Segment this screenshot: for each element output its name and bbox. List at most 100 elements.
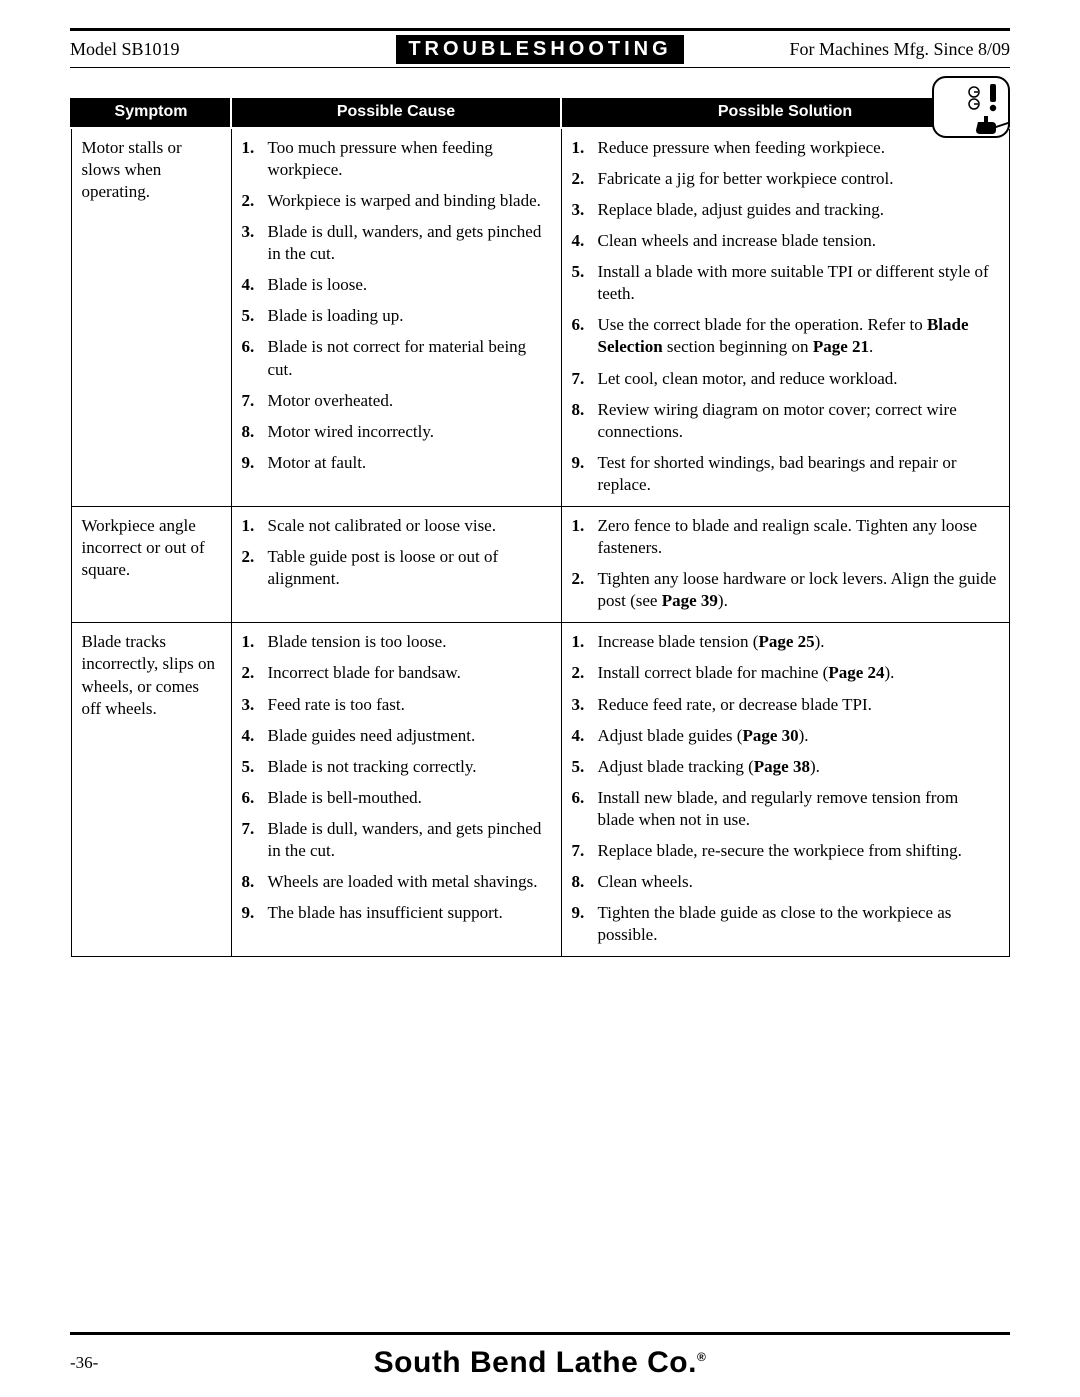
list-text: Blade is loose. bbox=[268, 274, 551, 296]
list-number: 4. bbox=[572, 230, 598, 252]
list-text: Blade tension is too loose. bbox=[268, 631, 551, 653]
list-text: Motor wired incorrectly. bbox=[268, 421, 551, 443]
list-number: 7. bbox=[572, 840, 598, 862]
list-text: Test for shorted windings, bad bearings … bbox=[598, 452, 999, 496]
list-item: 3.Reduce feed rate, or decrease blade TP… bbox=[572, 694, 999, 716]
list-item: 3.Replace blade, adjust guides and track… bbox=[572, 199, 999, 221]
list-text: The blade has insufficient support. bbox=[268, 902, 551, 924]
list-text: Review wiring diagram on motor cover; co… bbox=[598, 399, 999, 443]
list-item: 9.Motor at fault. bbox=[242, 452, 551, 474]
list-text: Blade is not correct for material being … bbox=[268, 336, 551, 380]
list-text: Zero fence to blade and realign scale. T… bbox=[598, 515, 999, 559]
list-item: 1.Blade tension is too loose. bbox=[242, 631, 551, 653]
list-item: 4.Blade guides need adjustment. bbox=[242, 725, 551, 747]
list-number: 6. bbox=[242, 336, 268, 358]
brand-name: South Bend Lathe Co.® bbox=[70, 1346, 1010, 1380]
list-number: 7. bbox=[242, 818, 268, 840]
list-item: 6.Blade is bell-mouthed. bbox=[242, 787, 551, 809]
list-number: 9. bbox=[242, 902, 268, 924]
list-number: 3. bbox=[242, 694, 268, 716]
list-number: 2. bbox=[572, 568, 598, 590]
list-number: 1. bbox=[242, 137, 268, 159]
section-tab-icon bbox=[932, 76, 1010, 138]
list-number: 1. bbox=[242, 631, 268, 653]
list-item: 6.Use the correct blade for the operatio… bbox=[572, 314, 999, 358]
solution-cell: 1.Zero fence to blade and realign scale.… bbox=[561, 507, 1009, 623]
list-number: 9. bbox=[572, 902, 598, 924]
list-number: 4. bbox=[242, 274, 268, 296]
list-number: 7. bbox=[572, 368, 598, 390]
list-number: 8. bbox=[572, 399, 598, 421]
registered-mark: ® bbox=[697, 1350, 706, 1364]
list-text: Fabricate a jig for better workpiece con… bbox=[598, 168, 999, 190]
cause-cell: 1.Scale not calibrated or loose vise.2.T… bbox=[231, 507, 561, 623]
list-text: Tighten any loose hardware or lock lever… bbox=[598, 568, 999, 612]
list-text: Motor at fault. bbox=[268, 452, 551, 474]
list-number: 5. bbox=[242, 305, 268, 327]
list-item: 7.Blade is dull, wanders, and gets pinch… bbox=[242, 818, 551, 862]
list-item: 2.Install correct blade for machine (Pag… bbox=[572, 662, 999, 684]
list-text: Table guide post is loose or out of alig… bbox=[268, 546, 551, 590]
list-number: 9. bbox=[242, 452, 268, 474]
list-number: 4. bbox=[572, 725, 598, 747]
solution-cell: 1.Reduce pressure when feeding workpiece… bbox=[561, 128, 1009, 507]
list-text: Blade is bell-mouthed. bbox=[268, 787, 551, 809]
cause-cell: 1.Blade tension is too loose.2.Incorrect… bbox=[231, 623, 561, 957]
list-number: 2. bbox=[572, 168, 598, 190]
list-text: Blade is dull, wanders, and gets pinched… bbox=[268, 221, 551, 265]
list-number: 6. bbox=[572, 314, 598, 336]
list-number: 2. bbox=[242, 190, 268, 212]
list-number: 3. bbox=[572, 694, 598, 716]
list-text: Let cool, clean motor, and reduce worklo… bbox=[598, 368, 999, 390]
list-item: 8.Review wiring diagram on motor cover; … bbox=[572, 399, 999, 443]
list-text: Scale not calibrated or loose vise. bbox=[268, 515, 551, 537]
list-number: 1. bbox=[572, 631, 598, 653]
list-item: 2.Workpiece is warped and binding blade. bbox=[242, 190, 551, 212]
list-item: 1.Increase blade tension (Page 25). bbox=[572, 631, 999, 653]
list-item: 2.Fabricate a jig for better workpiece c… bbox=[572, 168, 999, 190]
list-text: Tighten the blade guide as close to the … bbox=[598, 902, 999, 946]
header-title: TROUBLESHOOTING bbox=[396, 35, 683, 64]
list-text: Use the correct blade for the operation.… bbox=[598, 314, 999, 358]
list-text: Increase blade tension (Page 25). bbox=[598, 631, 999, 653]
list-number: 5. bbox=[242, 756, 268, 778]
list-item: 6.Blade is not correct for material bein… bbox=[242, 336, 551, 380]
list-item: 7.Replace blade, re-secure the workpiece… bbox=[572, 840, 999, 862]
list-item: 2.Table guide post is loose or out of al… bbox=[242, 546, 551, 590]
col-symptom: Symptom bbox=[71, 97, 231, 128]
list-text: Feed rate is too fast. bbox=[268, 694, 551, 716]
list-text: Reduce feed rate, or decrease blade TPI. bbox=[598, 694, 999, 716]
list-number: 2. bbox=[242, 662, 268, 684]
list-text: Replace blade, re-secure the workpiece f… bbox=[598, 840, 999, 862]
list-item: 2.Tighten any loose hardware or lock lev… bbox=[572, 568, 999, 612]
list-text: Reduce pressure when feeding workpiece. bbox=[598, 137, 999, 159]
list-number: 4. bbox=[242, 725, 268, 747]
page: Model SB1019 TROUBLESHOOTING For Machine… bbox=[0, 0, 1080, 1397]
page-header: Model SB1019 TROUBLESHOOTING For Machine… bbox=[70, 28, 1010, 68]
solution-cell: 1.Increase blade tension (Page 25). 2.Ins… bbox=[561, 623, 1009, 957]
list-number: 8. bbox=[242, 871, 268, 893]
list-text: Install correct blade for machine (Page … bbox=[598, 662, 999, 684]
list-item: 9.The blade has insufficient support. bbox=[242, 902, 551, 924]
list-item: 9.Test for shorted windings, bad bearing… bbox=[572, 452, 999, 496]
page-footer: -36- South Bend Lathe Co.® bbox=[70, 1353, 1010, 1373]
list-item: 5.Adjust blade tracking (Page 38). bbox=[572, 756, 999, 778]
list-number: 5. bbox=[572, 261, 598, 283]
list-item: 5.Install a blade with more suitable TPI… bbox=[572, 261, 999, 305]
list-number: 3. bbox=[572, 199, 598, 221]
list-text: Adjust blade tracking (Page 38). bbox=[598, 756, 999, 778]
list-item: 6.Install new blade, and regularly remov… bbox=[572, 787, 999, 831]
list-number: 8. bbox=[572, 871, 598, 893]
list-number: 1. bbox=[572, 515, 598, 537]
header-model: Model SB1019 bbox=[70, 39, 396, 60]
list-item: 1.Zero fence to blade and realign scale.… bbox=[572, 515, 999, 559]
list-text: Workpiece is warped and binding blade. bbox=[268, 190, 551, 212]
list-number: 8. bbox=[242, 421, 268, 443]
symptom-cell: Blade tracks incorrectly, slips on wheel… bbox=[71, 623, 231, 957]
list-text: Replace blade, adjust guides and trackin… bbox=[598, 199, 999, 221]
list-item: 5.Blade is not tracking correctly. bbox=[242, 756, 551, 778]
symptom-cell: Workpiece angle incorrect or out of squa… bbox=[71, 507, 231, 623]
cause-cell: 1.Too much pressure when feeding workpie… bbox=[231, 128, 561, 507]
list-text: Clean wheels and increase blade tension. bbox=[598, 230, 999, 252]
list-item: 8.Clean wheels. bbox=[572, 871, 999, 893]
